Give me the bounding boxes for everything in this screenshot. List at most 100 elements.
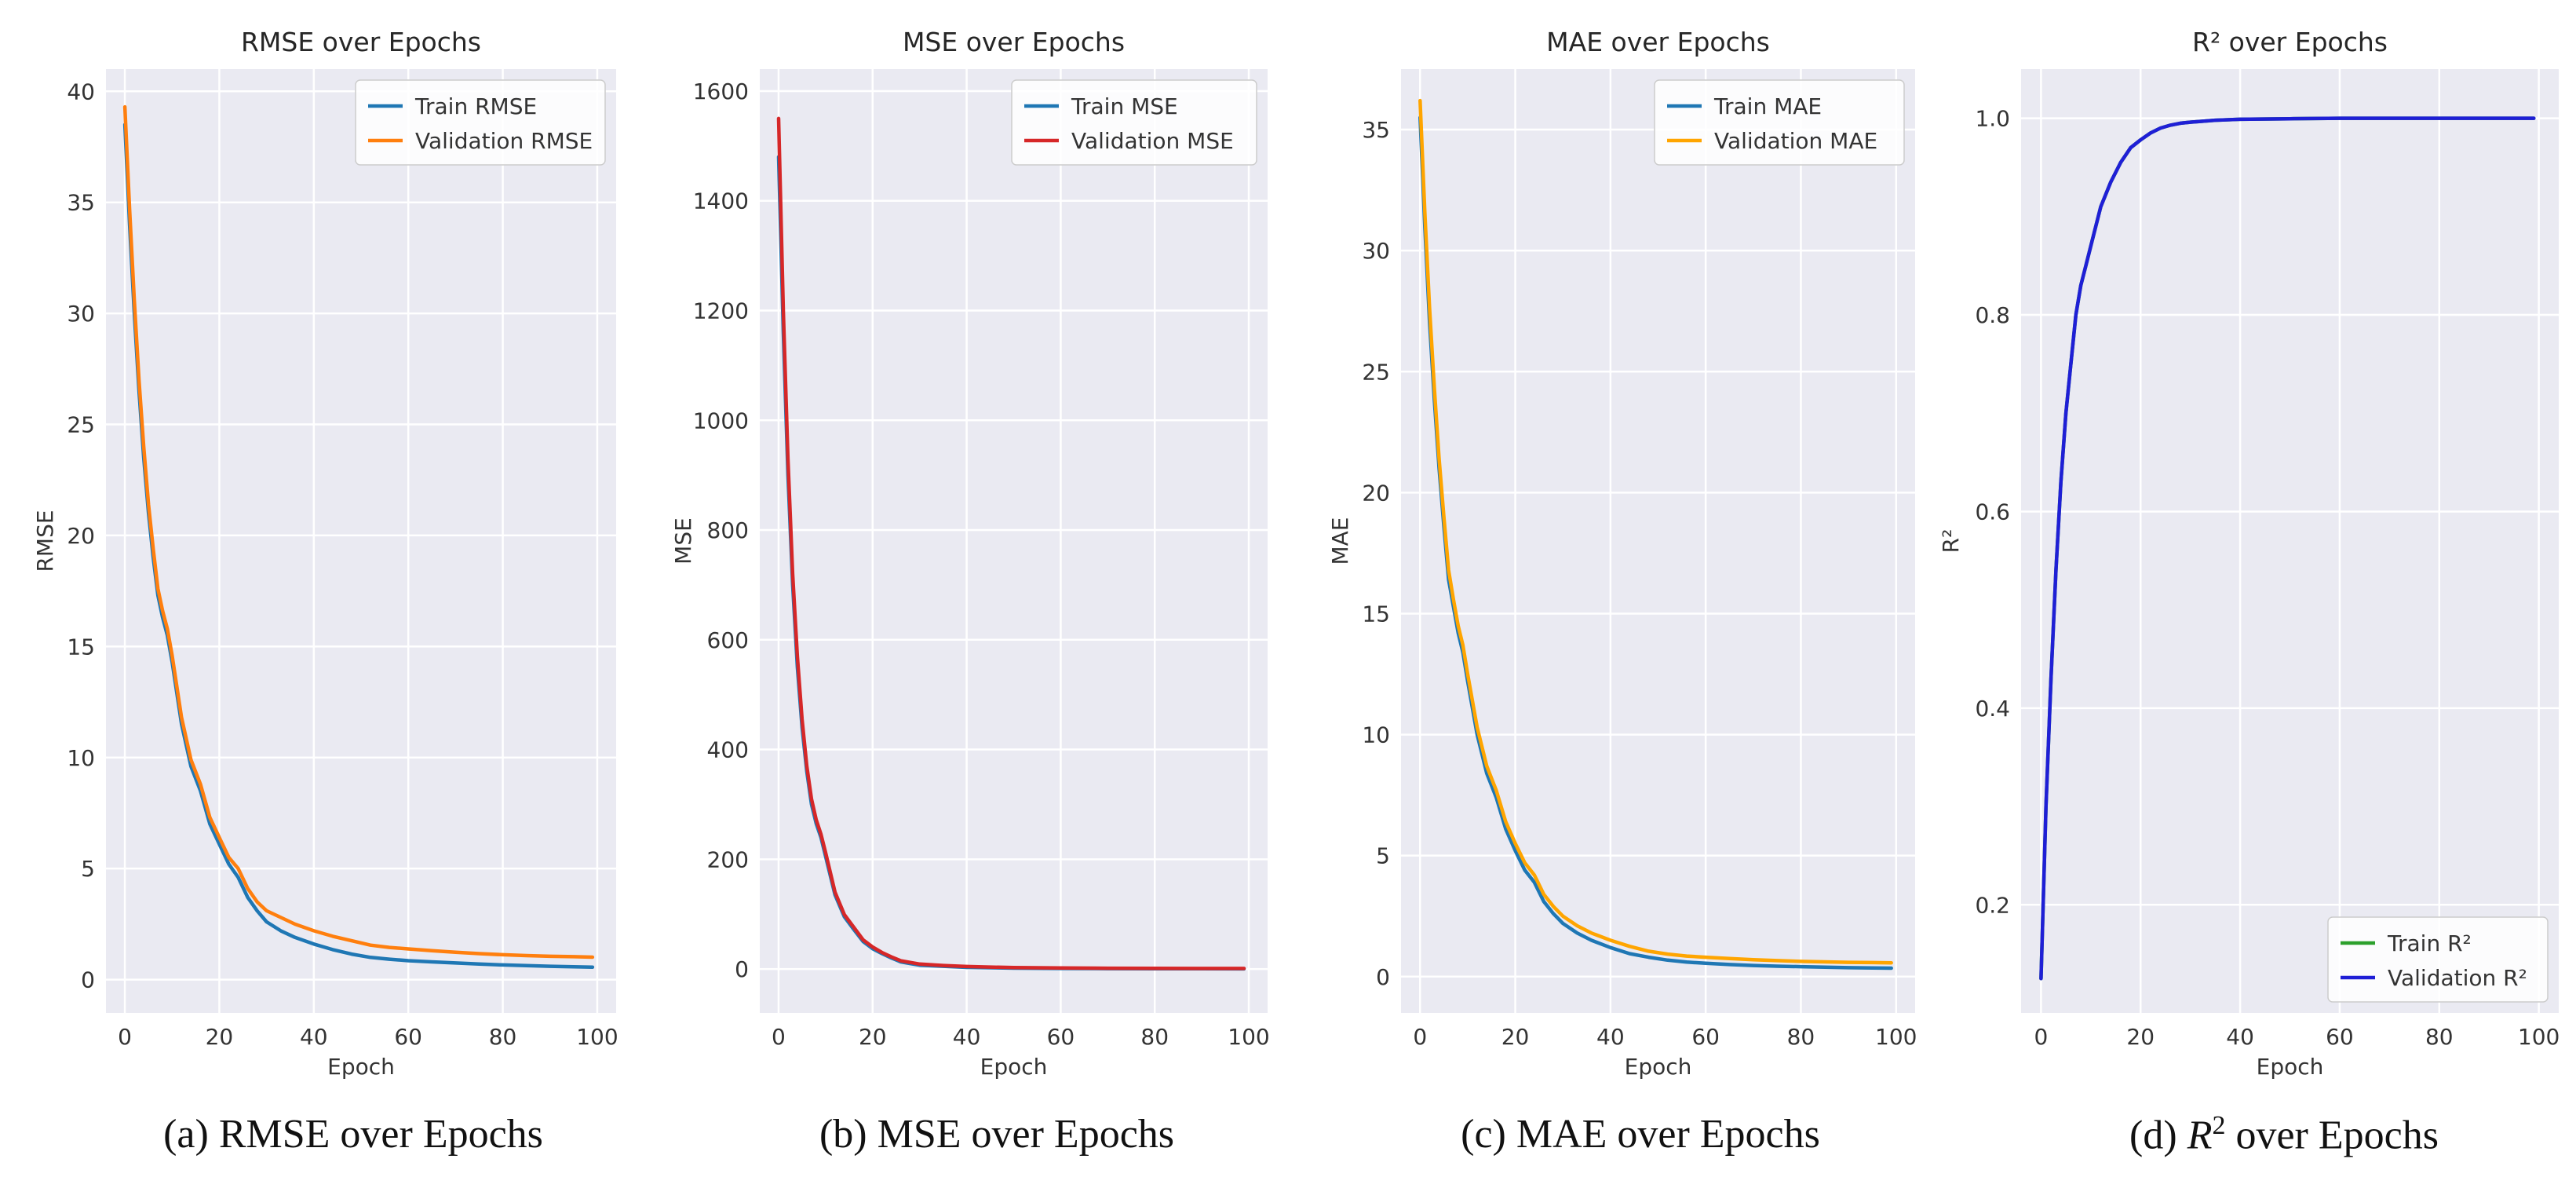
- mae-legend-label-validation: Validation MAE: [1714, 128, 1877, 154]
- r2-legend-label-validation: Validation R²: [2388, 965, 2527, 991]
- mae-y-tick-label: 25: [1362, 359, 1390, 385]
- mae-y-tick-label: 30: [1362, 238, 1390, 264]
- r2-x-tick-label: 60: [2326, 1024, 2354, 1050]
- mae-y-tick-label: 20: [1362, 480, 1390, 506]
- r2-x-tick-label: 80: [2425, 1024, 2454, 1050]
- r2-series-validation-line: [2039, 116, 2536, 981]
- mse-y-tick-label: 0: [735, 956, 749, 982]
- mae-y-axis-label: MAE: [1327, 517, 1353, 565]
- rmse-x-axis-label: Epoch: [327, 1054, 395, 1080]
- caption-a-text: RMSE over Epochs: [218, 1112, 543, 1157]
- r2-y-tick-label: 1.0: [1975, 106, 2010, 132]
- mse-series-validation-line: [776, 116, 1246, 971]
- r2-y-axis-label: R²: [1938, 529, 1964, 554]
- mae-plot-area: [1401, 69, 1915, 1013]
- rmse-y-tick-label: 10: [67, 745, 95, 771]
- caption-c-text: MAE over Epochs: [1516, 1112, 1820, 1157]
- mse-y-axis-label: MSE: [670, 517, 696, 565]
- caption-c: (c) MAE over Epochs: [1319, 1111, 1962, 1174]
- mae-y-tick-label: 35: [1362, 117, 1390, 143]
- mse-chart-title: MSE over Epochs: [903, 27, 1125, 57]
- rmse-x-tick-label: 80: [489, 1024, 517, 1050]
- rmse-x-tick-label: 40: [300, 1024, 328, 1050]
- mae-legend: [1654, 79, 1905, 166]
- mae-x-tick-label: 80: [1787, 1024, 1815, 1050]
- r2-y-tick-label: 0.4: [1975, 696, 2010, 722]
- mse-x-tick-label: 20: [859, 1024, 887, 1050]
- rmse-y-tick-label: 0: [81, 967, 95, 993]
- mse-legend: [1011, 79, 1257, 166]
- rmse-y-tick-label: 40: [67, 79, 95, 104]
- mae-x-tick-label: 20: [1501, 1024, 1530, 1050]
- rmse-legend-label-validation: Validation RMSE: [415, 128, 593, 154]
- mae-y-tick-label: 10: [1362, 722, 1390, 748]
- caption-d-symbol: R: [2187, 1113, 2213, 1158]
- mae-y-tick-label: 0: [1376, 964, 1390, 990]
- r2-y-tick-label: 0.6: [1975, 499, 2010, 525]
- r2-x-tick-label: 40: [2226, 1024, 2254, 1050]
- caption-b: (b) MSE over Epochs: [675, 1111, 1319, 1174]
- mse-y-tick-label: 1400: [693, 188, 749, 214]
- caption-b-text: MSE over Epochs: [877, 1112, 1175, 1157]
- rmse-series-validation-line: [122, 104, 595, 960]
- caption-b-prefix: (b): [819, 1112, 878, 1157]
- mae-chart: 0 20 40 60 80 100 0 5 10 15 20 25 30 35 MAE over Epoch…: [1327, 27, 1917, 1080]
- caption-d-sup: 2: [2212, 1111, 2226, 1140]
- mse-x-tick-label: 60: [1047, 1024, 1075, 1050]
- r2-y-tick-label: 0.2: [1975, 892, 2010, 918]
- mae-legend-label-train: Train MAE: [1713, 93, 1822, 119]
- mae-y-tick-label: 15: [1362, 601, 1390, 627]
- mse-legend-label-validation: Validation MSE: [1071, 128, 1234, 154]
- mse-x-tick-label: 80: [1140, 1024, 1169, 1050]
- r2-plot-area: [2021, 69, 2559, 1013]
- rmse-y-tick-label: 30: [67, 301, 95, 327]
- r2-legend: [2327, 916, 2549, 1003]
- rmse-chart: 0 20 40 60 80 100 0 5 10 15 20 25 30 35 40 RMSE over Ep…: [32, 27, 618, 1080]
- mse-x-tick-label: 0: [772, 1024, 786, 1050]
- r2-chart: 0 20 40 60 80 100 0.2 0.4 0.6 0.8 1.0 R² over Epoch…: [1938, 27, 2560, 1080]
- r2-x-tick-label: 20: [2126, 1024, 2155, 1050]
- r2-x-axis-label: Epoch: [2257, 1054, 2324, 1080]
- mse-x-axis-label: Epoch: [980, 1054, 1048, 1080]
- caption-d: (d) R2 over Epochs: [1962, 1111, 2576, 1174]
- rmse-x-tick-label: 20: [206, 1024, 234, 1050]
- mse-x-tick-label: 40: [953, 1024, 981, 1050]
- rmse-x-tick-label: 100: [576, 1024, 618, 1050]
- rmse-y-tick-label: 25: [67, 412, 95, 438]
- mse-x-tick-label: 100: [1228, 1024, 1269, 1050]
- mae-x-axis-label: Epoch: [1625, 1054, 1692, 1080]
- mae-chart-title: MAE over Epochs: [1546, 27, 1770, 57]
- mse-y-tick-label: 1000: [693, 408, 749, 433]
- rmse-y-tick-label: 5: [81, 856, 95, 882]
- rmse-y-axis-label: RMSE: [32, 510, 58, 572]
- caption-d-prefix: (d): [2129, 1113, 2187, 1158]
- r2-legend-label-train: Train R²: [2387, 930, 2472, 956]
- mae-y-tick-label: 5: [1376, 843, 1390, 869]
- rmse-y-tick-label: 20: [67, 523, 95, 549]
- rmse-y-tick-label: 35: [67, 190, 95, 216]
- mse-y-tick-label: 800: [707, 517, 749, 543]
- caption-c-prefix: (c): [1461, 1112, 1516, 1157]
- r2-x-tick-label: 0: [2034, 1024, 2048, 1050]
- r2-y-tick-label: 0.8: [1975, 302, 2010, 328]
- r2-chart-title: R² over Epochs: [2192, 27, 2388, 57]
- mae-x-tick-label: 100: [1875, 1024, 1917, 1050]
- rmse-chart-title: RMSE over Epochs: [241, 27, 481, 57]
- mae-x-tick-label: 40: [1596, 1024, 1625, 1050]
- caption-a: (a) RMSE over Epochs: [31, 1111, 675, 1174]
- mse-y-tick-label: 200: [707, 846, 749, 872]
- rmse-plot-area: [106, 69, 616, 1013]
- mse-chart: 0 20 40 60 80 1000200400600800100012001400160…: [670, 27, 1270, 1080]
- mae-series-validation-line: [1418, 98, 1893, 965]
- mse-legend-label-train: Train MSE: [1071, 93, 1178, 119]
- rmse-legend: [355, 79, 606, 166]
- rmse-x-tick-label: 60: [394, 1024, 422, 1050]
- mse-plot-area: [760, 69, 1268, 1013]
- caption-d-text: over Epochs: [2225, 1113, 2439, 1158]
- mse-y-tick-label: 600: [707, 627, 749, 653]
- mse-y-tick-label: 1200: [693, 298, 749, 324]
- rmse-x-tick-label: 0: [118, 1024, 132, 1050]
- r2-x-tick-label: 100: [2518, 1024, 2560, 1050]
- rmse-y-tick-label: 15: [67, 634, 95, 660]
